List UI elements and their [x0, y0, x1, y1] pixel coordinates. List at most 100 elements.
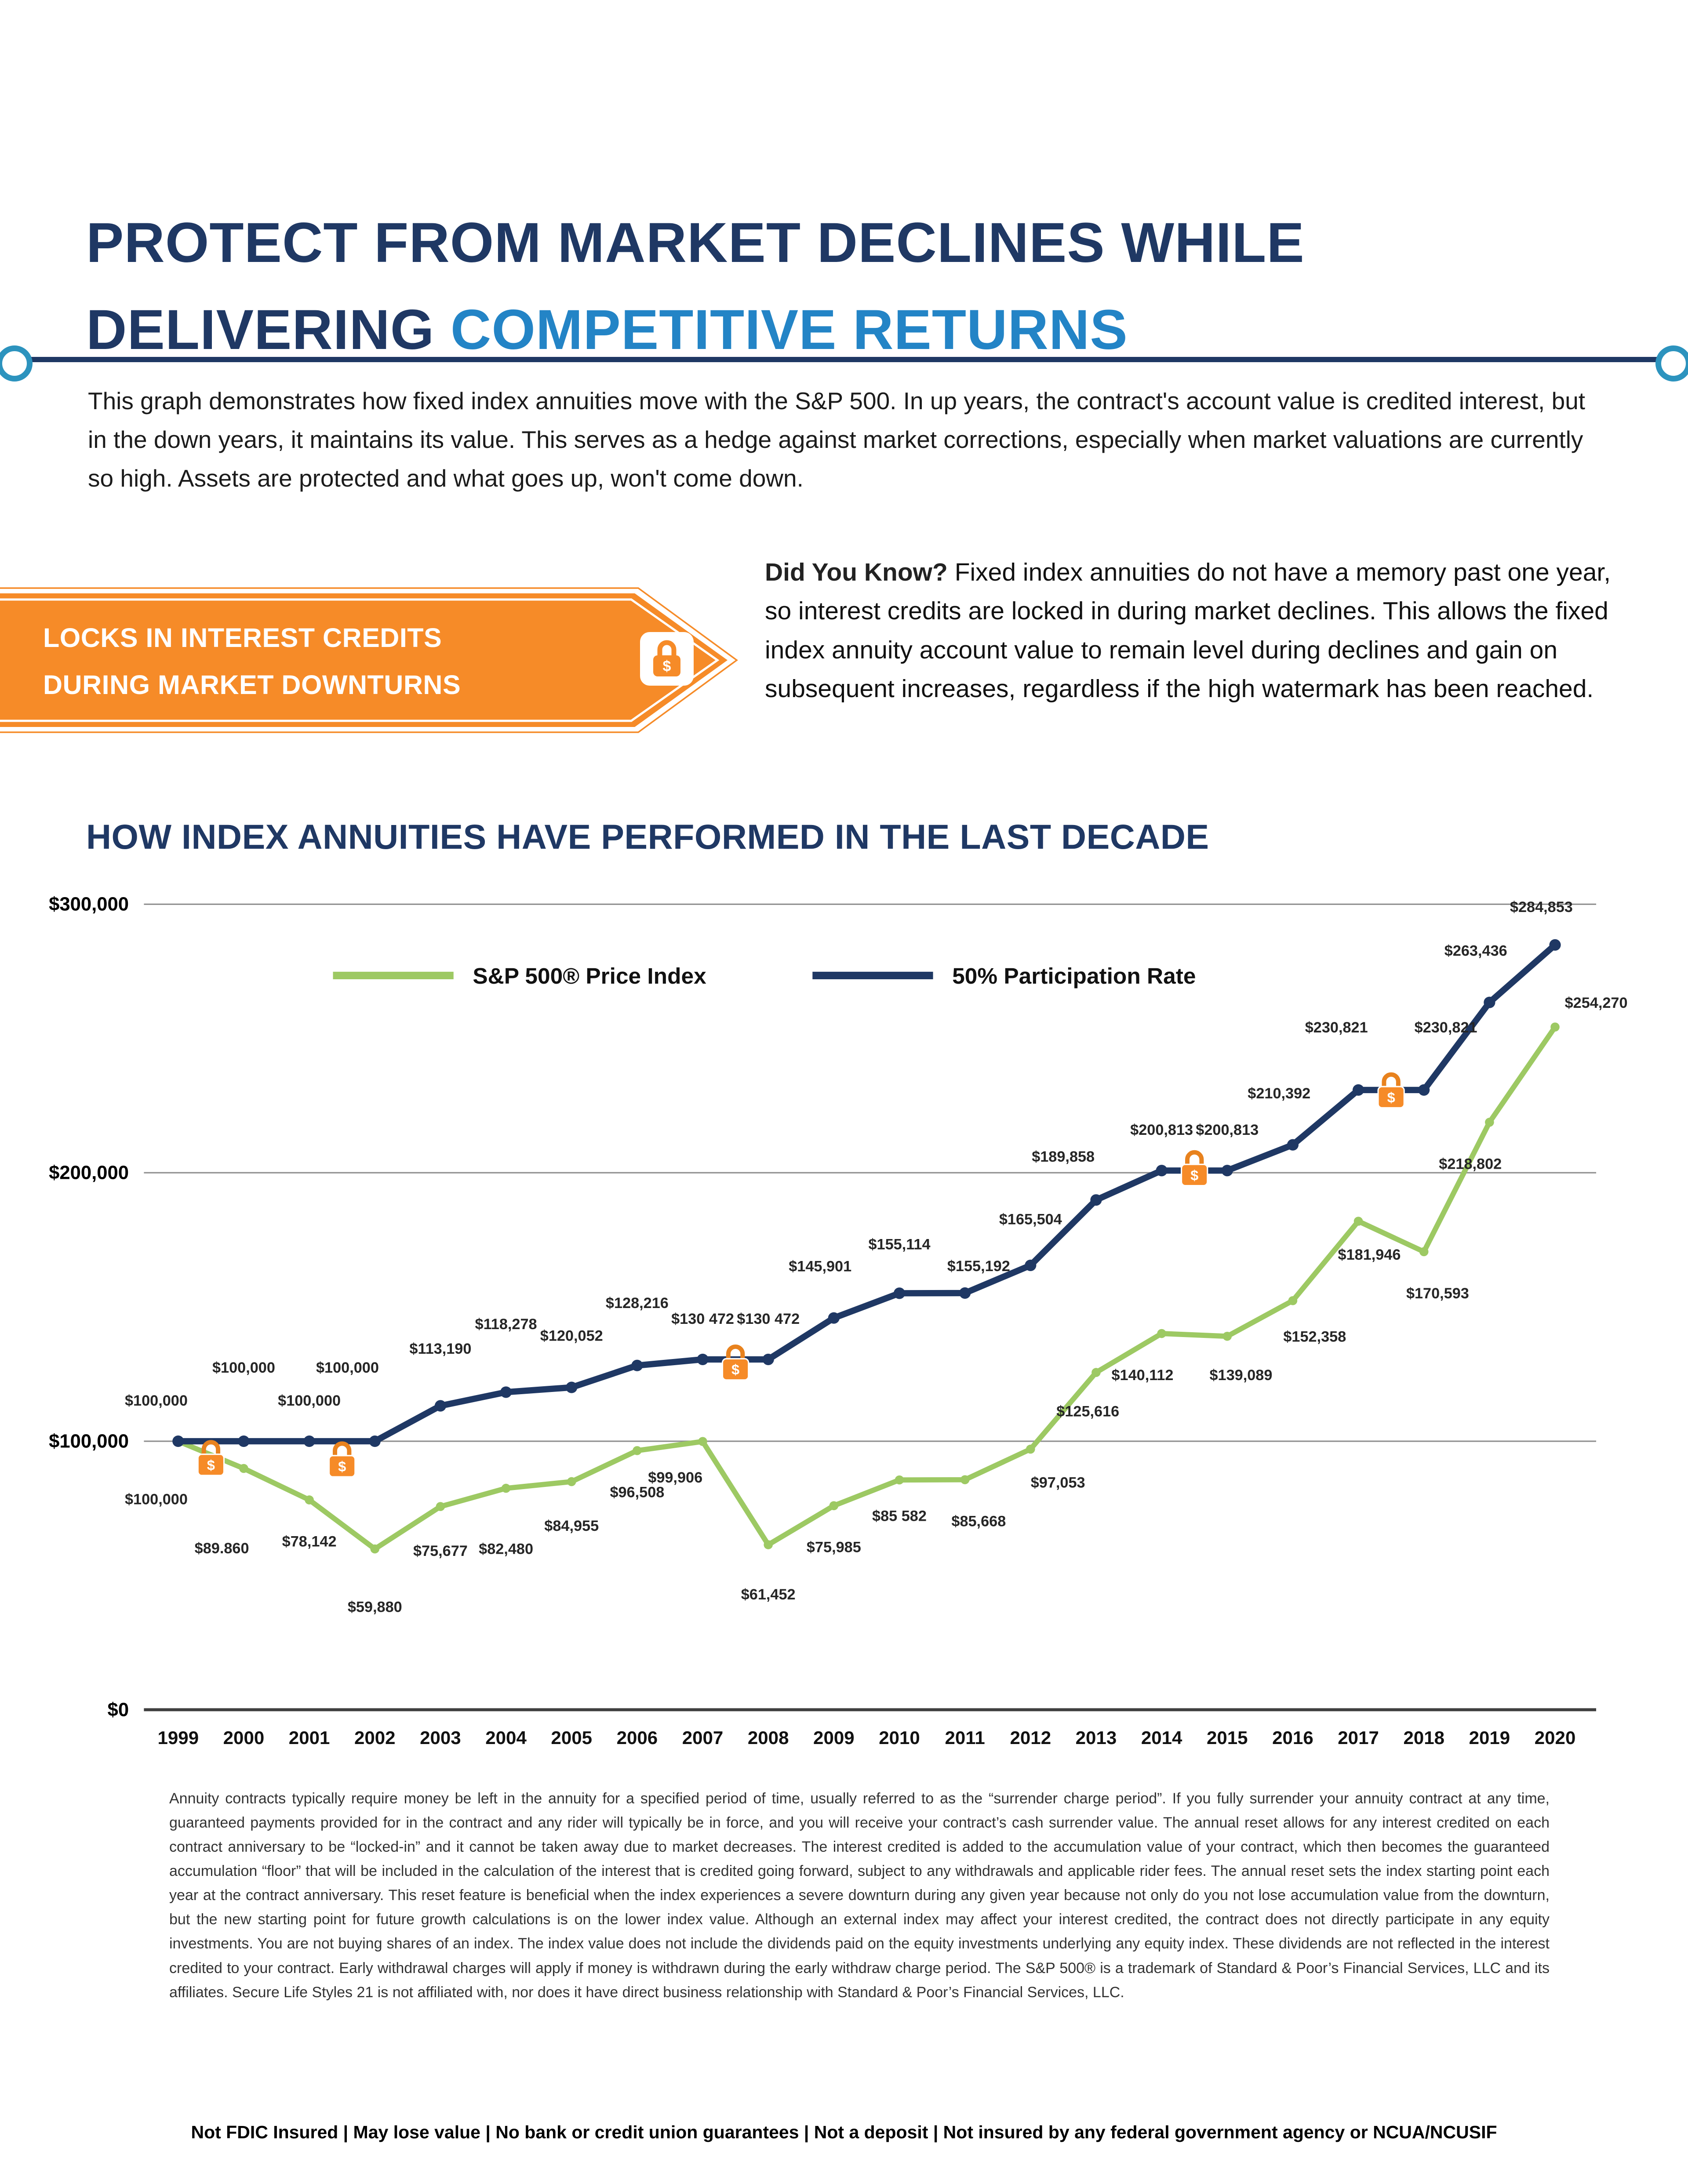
data-label: $100,000 [316, 1359, 379, 1376]
data-label: $100,000 [125, 1491, 188, 1508]
lock-shackle [657, 640, 677, 656]
legend-label: S&P 500® Price Index [473, 963, 706, 988]
data-label: $155,114 [868, 1236, 930, 1253]
svg-text:$: $ [1387, 1089, 1395, 1105]
data-point [1287, 1139, 1299, 1151]
x-axis-tick: 2017 [1338, 1727, 1379, 1748]
data-point [1091, 1368, 1101, 1377]
x-axis-tick: 2001 [289, 1727, 330, 1748]
data-label: $61,452 [741, 1586, 796, 1603]
data-label: $140,112 [1111, 1367, 1173, 1384]
page-title: PROTECT FROM MARKET DECLINES WHILE DELIV… [86, 200, 1603, 374]
data-point [895, 1475, 904, 1485]
lock-icon: $ [197, 1440, 225, 1476]
lock-body [653, 655, 680, 676]
data-point [1156, 1165, 1168, 1177]
data-label: $75,677 [413, 1543, 468, 1559]
data-label: $100,000 [125, 1392, 188, 1409]
data-point [303, 1435, 315, 1447]
data-point [1352, 1084, 1364, 1096]
data-label: $97,053 [1031, 1474, 1085, 1491]
x-axis-tick: 2015 [1207, 1727, 1248, 1748]
title-line1: PROTECT FROM MARKET DECLINES WHILE [86, 211, 1305, 274]
divider-line [24, 357, 1664, 362]
data-point [1485, 1118, 1494, 1127]
x-axis-tick: 2009 [813, 1727, 855, 1748]
data-point [436, 1502, 445, 1511]
data-point [959, 1287, 971, 1299]
data-label: $84,955 [544, 1518, 599, 1534]
data-label: $85,668 [951, 1513, 1006, 1530]
lock-icon: $ [721, 1344, 749, 1381]
data-point [764, 1540, 773, 1549]
did-you-know-label: Did You Know? [765, 558, 948, 586]
data-label: $263,436 [1444, 943, 1507, 959]
data-point [762, 1353, 774, 1366]
x-axis-tick: 2008 [748, 1727, 789, 1748]
data-label: $100,000 [212, 1359, 275, 1376]
y-axis-tick: $0 [108, 1699, 129, 1720]
data-point [1026, 1444, 1035, 1454]
data-label: $89.860 [195, 1540, 249, 1557]
data-point [239, 1464, 248, 1473]
x-axis-tick: 2000 [223, 1727, 265, 1748]
x-axis-tick: 2012 [1010, 1727, 1051, 1748]
series-line-0 [175, 1024, 1558, 1552]
lock-dollar-icon: $ [640, 632, 694, 686]
data-point [1353, 1217, 1363, 1226]
data-label: $155,192 [947, 1258, 1010, 1275]
svg-text:$: $ [1190, 1167, 1198, 1183]
data-point [305, 1495, 314, 1504]
banner-line2: DURING MARKET DOWNTURNS [43, 670, 461, 700]
data-label: $113,190 [409, 1341, 471, 1357]
x-axis-tick: 2013 [1076, 1727, 1117, 1748]
data-point [1157, 1329, 1166, 1338]
data-point [500, 1386, 512, 1398]
x-axis-tick: 2002 [354, 1727, 396, 1748]
banner-outer-outline [0, 587, 738, 733]
y-axis-tick: $100,000 [49, 1431, 129, 1452]
data-point [698, 1437, 707, 1446]
data-point [172, 1435, 184, 1447]
lock-icon: $ [1377, 1072, 1405, 1108]
data-point [1418, 1084, 1430, 1096]
data-point [370, 1544, 380, 1554]
data-label: $200,813 [1130, 1122, 1193, 1138]
x-axis-tick: 1999 [158, 1727, 199, 1748]
data-label: $100,000 [278, 1392, 341, 1409]
data-point [1025, 1259, 1037, 1272]
svg-text:$: $ [338, 1458, 346, 1475]
data-label: $85 582 [872, 1508, 927, 1525]
banner-line1: LOCKS IN INTEREST CREDITS [43, 623, 442, 653]
banner-arrow-shape [0, 587, 738, 733]
x-axis-tick: 2014 [1141, 1727, 1182, 1748]
data-point [1550, 1022, 1560, 1032]
legend-label: 50% Participation Rate [952, 963, 1196, 988]
data-point [434, 1400, 447, 1412]
data-point [829, 1501, 839, 1511]
data-label: $284,853 [1510, 899, 1573, 916]
x-axis-tick: 2003 [420, 1727, 461, 1748]
x-axis-tick: 2020 [1535, 1727, 1576, 1748]
x-axis-tick: 2004 [485, 1727, 527, 1748]
performance-chart: $0 $100,000 $200,000 $300,000 1999 2000 2001 20… [49, 894, 1627, 1748]
data-label: $145,901 [789, 1258, 851, 1275]
title-line2-prefix: DELIVERING [86, 298, 451, 362]
did-you-know: Did You Know? Fixed index annuities do n… [765, 553, 1644, 708]
data-label: $128,216 [606, 1295, 669, 1312]
data-point [1090, 1194, 1102, 1206]
x-axis-tick: 2006 [617, 1727, 658, 1748]
data-label: $181,946 [1338, 1246, 1401, 1263]
x-axis-tick: 2007 [682, 1727, 724, 1748]
data-point [567, 1477, 576, 1486]
data-label: $200,813 [1196, 1122, 1259, 1138]
data-label: $120,052 [540, 1328, 603, 1345]
data-point [960, 1475, 970, 1484]
y-axis-tick: $300,000 [49, 894, 129, 915]
banner-body [0, 593, 728, 727]
data-label: $59,880 [348, 1599, 402, 1616]
series-line-1 [175, 941, 1558, 1445]
x-axis-tick: 2010 [879, 1727, 920, 1748]
data-point [1419, 1247, 1429, 1257]
